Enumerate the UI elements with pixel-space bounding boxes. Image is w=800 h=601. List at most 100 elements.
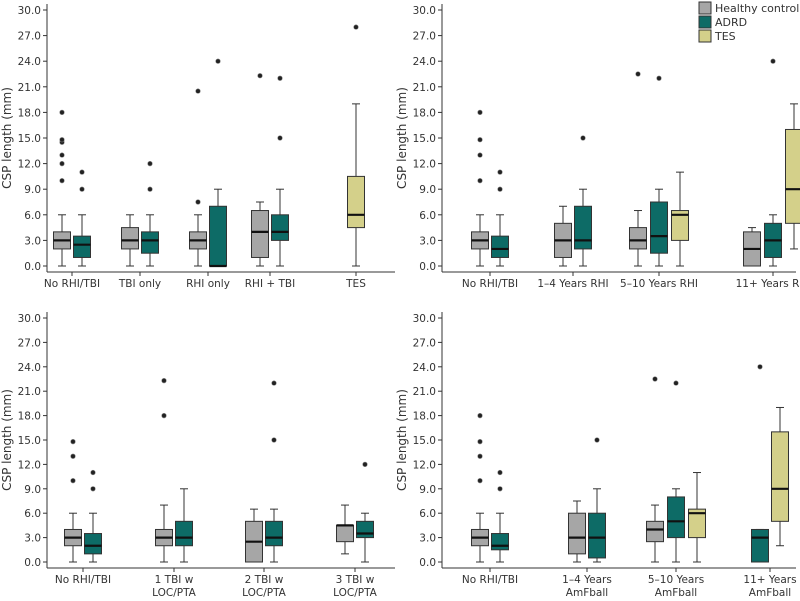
y-tick-label: 27.0 xyxy=(413,337,436,349)
y-tick-label: 18.0 xyxy=(413,107,436,119)
outlier-point xyxy=(272,438,277,443)
x-tick-label: No RHI/TBI xyxy=(462,278,518,290)
box-healthy-control xyxy=(252,73,269,266)
x-tick-label: RHI + TBI xyxy=(245,278,295,290)
box-adrd xyxy=(752,365,769,563)
box-tes xyxy=(689,473,706,562)
outlier-point xyxy=(478,439,483,444)
y-tick-label: 21.0 xyxy=(18,82,41,94)
box-iqr xyxy=(630,228,647,249)
box-adrd xyxy=(210,59,227,266)
box-iqr xyxy=(772,432,789,521)
outlier-point xyxy=(595,438,600,443)
y-tick-label: 0.0 xyxy=(419,557,436,569)
outlier-point xyxy=(162,378,167,383)
box-tes xyxy=(772,407,789,545)
y-tick-label: 30.0 xyxy=(18,313,41,325)
box-adrd xyxy=(651,76,668,266)
outlier-point xyxy=(636,72,641,77)
box-iqr xyxy=(337,525,354,541)
outlier-point xyxy=(653,377,658,382)
y-axis-label: CSP length (mm) xyxy=(0,389,14,491)
x-tick-label: LOC/PTA xyxy=(152,587,197,597)
box-healthy-control xyxy=(630,72,647,266)
y-tick-label: 9.0 xyxy=(419,184,436,196)
x-tick-label: No RHI/TBI xyxy=(55,574,111,586)
y-tick-label: 15.0 xyxy=(413,133,436,145)
outlier-point xyxy=(771,59,776,64)
y-tick-label: 24.0 xyxy=(18,362,41,374)
outlier-point xyxy=(272,381,277,386)
x-tick-label: 1–4 Years xyxy=(562,574,612,586)
y-tick-label: 18.0 xyxy=(413,411,436,423)
outlier-point xyxy=(498,187,503,192)
y-tick-label: 0.0 xyxy=(24,261,41,273)
x-tick-label: 11+ Years xyxy=(743,574,796,586)
outlier-point xyxy=(478,178,483,183)
box-iqr xyxy=(266,521,283,545)
outlier-point xyxy=(91,470,96,475)
outlier-point xyxy=(71,439,76,444)
box-healthy-control xyxy=(190,89,207,266)
legend-label: TES xyxy=(714,30,736,43)
y-tick-label: 9.0 xyxy=(24,484,41,496)
box-iqr xyxy=(569,513,586,554)
y-tick-label: 6.0 xyxy=(24,508,41,520)
box-adrd xyxy=(492,170,509,266)
box-tes xyxy=(672,172,689,266)
y-tick-label: 3.0 xyxy=(24,235,41,247)
box-healthy-control xyxy=(647,377,664,562)
outlier-point xyxy=(216,59,221,64)
outlier-point xyxy=(60,110,65,115)
y-tick-label: 24.0 xyxy=(413,56,436,68)
outlier-point xyxy=(91,487,96,492)
x-tick-label: 3 TBI w xyxy=(336,574,375,586)
outlier-point xyxy=(278,136,283,141)
box-adrd xyxy=(492,470,509,562)
y-tick-label: 6.0 xyxy=(419,508,436,520)
outlier-point xyxy=(674,381,679,386)
box-iqr xyxy=(74,236,91,257)
outlier-point xyxy=(478,137,483,142)
x-tick-label: TES xyxy=(345,278,366,290)
box-iqr xyxy=(647,521,664,541)
y-tick-label: 27.0 xyxy=(413,31,436,43)
panel-3: 0.03.06.09.012.015.018.021.024.027.030.0… xyxy=(0,312,395,597)
y-tick-label: 0.0 xyxy=(419,261,436,273)
x-tick-label: LOC/PTA xyxy=(333,587,378,597)
box-healthy-control xyxy=(569,501,586,562)
box-iqr xyxy=(752,529,769,562)
y-tick-label: 21.0 xyxy=(413,386,436,398)
outlier-point xyxy=(758,365,763,370)
box-adrd xyxy=(575,136,592,266)
outlier-point xyxy=(478,413,483,418)
outlier-point xyxy=(60,137,65,142)
outlier-point xyxy=(278,76,283,81)
x-tick-label: AmFball xyxy=(655,587,697,597)
y-tick-label: 27.0 xyxy=(18,31,41,43)
y-tick-label: 12.0 xyxy=(413,459,436,471)
x-tick-label: 11+ Years RHI xyxy=(736,278,800,290)
box-adrd xyxy=(589,438,606,562)
box-iqr xyxy=(575,206,592,249)
y-tick-label: 6.0 xyxy=(24,210,41,222)
x-tick-label: 5–10 Years RHI xyxy=(620,278,698,290)
y-tick-label: 27.0 xyxy=(18,337,41,349)
outlier-point xyxy=(478,454,483,459)
legend-label: Healthy control xyxy=(715,2,799,15)
x-tick-label: 2 TBI w xyxy=(245,574,284,586)
outlier-point xyxy=(80,170,85,175)
y-tick-label: 15.0 xyxy=(413,435,436,447)
y-tick-label: 24.0 xyxy=(413,362,436,374)
panel-4: 0.03.06.09.012.015.018.021.024.027.030.0… xyxy=(395,312,797,597)
box-adrd xyxy=(266,381,283,562)
x-tick-label: No RHI/TBI xyxy=(462,574,518,586)
legend-label: ADRD xyxy=(715,16,747,29)
y-axis-label: CSP length (mm) xyxy=(0,87,14,189)
box-iqr xyxy=(651,202,668,253)
box-iqr xyxy=(357,521,374,537)
box-iqr xyxy=(668,497,685,538)
box-healthy-control xyxy=(472,413,489,562)
